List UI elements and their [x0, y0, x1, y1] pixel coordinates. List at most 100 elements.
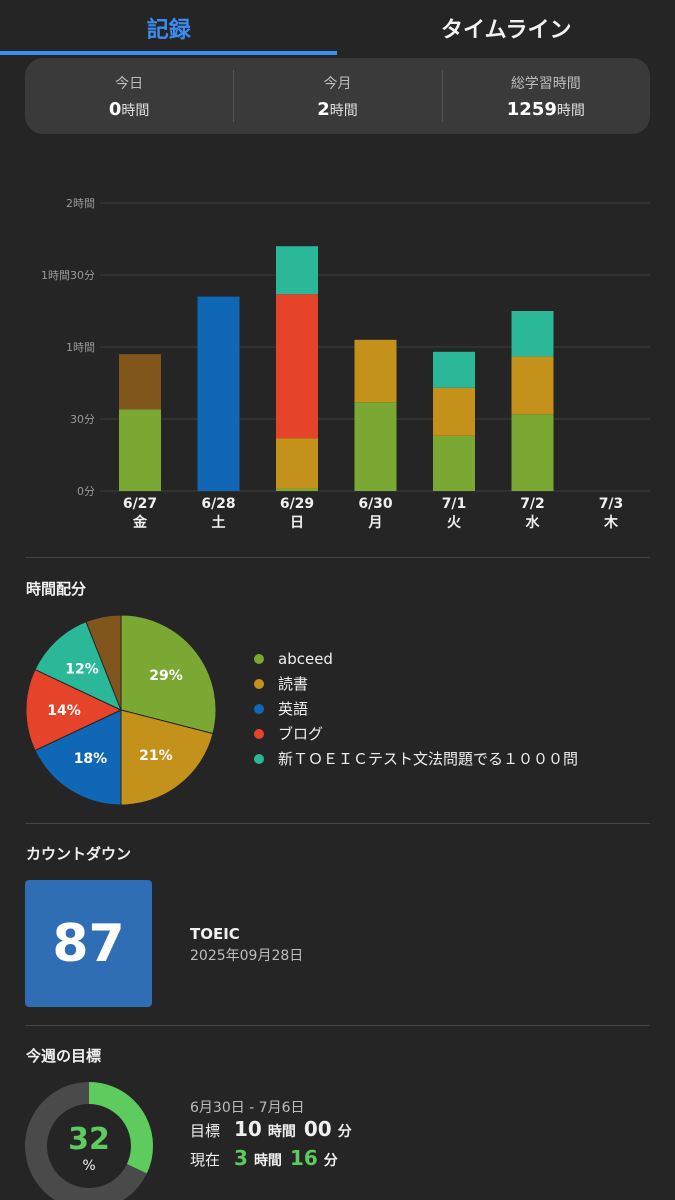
weekly-goal-progress-ring: 32 % [25, 1082, 153, 1200]
tab-records[interactable]: 記録 [146, 18, 191, 43]
current-minutes: 16 [289, 1146, 318, 1170]
bar-segment[interactable] [354, 402, 397, 491]
x-tick-weekday: 日 [290, 515, 304, 531]
target-minutes: 00 [303, 1117, 332, 1141]
legend-dot-icon [254, 753, 264, 764]
x-tick-weekday: 水 [526, 514, 541, 531]
pie-slice[interactable] [85, 614, 122, 711]
countdown-title: カウントダウン [26, 845, 132, 863]
y-tick-label: 30分 [70, 413, 95, 426]
legend-item: abceed [254, 646, 578, 671]
tab-bar: 記録 タイムライン [0, 0, 675, 56]
x-tick-weekday: 土 [212, 514, 226, 531]
pie-slice-label: 14% [47, 703, 81, 719]
x-tick-date: 7/1 [442, 496, 467, 512]
pie-slice[interactable] [34, 621, 122, 711]
target-hours-unit: 時間 [267, 1124, 296, 1140]
summary-total-value: 1259時間 [506, 98, 585, 120]
target-minutes-unit: 分 [337, 1124, 352, 1140]
tab-timeline[interactable]: タイムライン [441, 18, 572, 43]
countdown-event-name: TOEIC [190, 925, 240, 943]
summary-month-label: 今月 [323, 75, 352, 92]
x-tick-weekday: 金 [132, 514, 148, 531]
summary-total-label: 総学習時間 [510, 75, 581, 92]
x-tick-date: 7/2 [520, 496, 545, 512]
bar-segment[interactable] [354, 339, 397, 403]
summary-today-label: 今日 [115, 75, 144, 92]
legend-label: ブログ [278, 725, 324, 743]
legend-item: 読書 [254, 671, 578, 696]
bar-segment[interactable] [511, 356, 554, 415]
pie-slice[interactable] [120, 709, 214, 806]
pie-slice-label: 18% [74, 751, 108, 767]
bar-segment[interactable] [433, 435, 475, 491]
legend-label: abceed [278, 649, 333, 668]
section-divider [25, 557, 650, 558]
pie-slice[interactable] [120, 614, 217, 735]
pie-slice-label: 29% [149, 668, 183, 684]
pie-slice[interactable] [25, 668, 123, 752]
legend-dot-icon [254, 678, 264, 689]
bar-segment[interactable] [119, 409, 161, 491]
weekly-goal-title: 今週の目標 [26, 1047, 102, 1065]
bar-segment[interactable] [276, 438, 318, 489]
weekly-goal-ring-svg [25, 1082, 153, 1200]
section-divider [25, 1025, 650, 1026]
distribution-pie-svg: 29% 21% 18% 14% 12% [25, 614, 217, 806]
pie-slice-label: 21% [139, 748, 173, 764]
weekly-goal-percent: 32 [68, 1122, 110, 1157]
summary-today: 今日 0時間 [25, 58, 233, 134]
bar-segment[interactable] [433, 387, 475, 436]
bar-segment[interactable] [511, 414, 554, 491]
target-label: 目標 [190, 1122, 221, 1140]
distribution-title: 時間配分 [26, 580, 87, 598]
distribution-pie: 29% 21% 18% 14% 12% [25, 614, 217, 806]
legend-item: ブログ [254, 721, 578, 746]
summary-today-value: 0時間 [108, 98, 150, 120]
legend-label: 新ＴＯＥＩＣテスト文法問題でる１０００問 [278, 750, 579, 768]
legend-item: 英語 [254, 696, 578, 721]
weekly-goal-current: 現在 3 時間 16 分 [190, 1146, 346, 1170]
current-label: 現在 [190, 1151, 221, 1169]
pie-slice[interactable] [34, 709, 122, 806]
weekly-goal-target: 目標 10 時間 00 分 [190, 1117, 360, 1141]
x-tick-date: 6/28 [201, 496, 235, 512]
daily-study-chart: 0分 30分 1時間 1時間30分 2時間 6/27 金 6/28 土 6/29 日 6/30 月 7/1… [0, 180, 675, 540]
distribution-legend: abceed 読書英語ブログ新ＴＯＥＩＣテスト文法問題でる１０００問 [254, 646, 578, 771]
x-tick-date: 6/29 [280, 496, 314, 512]
x-tick-weekday: 火 [447, 515, 462, 531]
bar-segment[interactable] [433, 351, 475, 388]
legend-dot-icon [254, 703, 264, 714]
legend-dot-icon [254, 653, 264, 664]
bar-segment[interactable] [276, 246, 318, 295]
summary-card: 今日 0時間 今月 2時間 総学習時間 1259時間 [25, 58, 650, 134]
section-divider [25, 823, 650, 824]
y-tick-label: 1時間 [66, 341, 95, 354]
y-tick-label: 0分 [77, 485, 95, 498]
legend-label: 読書 [278, 675, 309, 693]
x-tick-date: 6/27 [123, 496, 157, 512]
y-tick-label: 2時間 [66, 197, 95, 210]
bar-segment[interactable] [511, 311, 554, 357]
active-tab-indicator [0, 51, 337, 55]
summary-month: 今月 2時間 [233, 58, 441, 134]
y-tick-label: 1時間30分 [41, 269, 95, 282]
countdown-event-date: 2025年09月28日 [190, 948, 304, 964]
weekly-goal-range: 6月30日 - 7月6日 [190, 1100, 305, 1116]
countdown-days-tile[interactable]: 87 [25, 880, 152, 1007]
legend-label: 英語 [278, 700, 309, 718]
bar-segment[interactable] [276, 488, 318, 491]
current-hours: 3 [234, 1146, 248, 1170]
bar-segment[interactable] [119, 354, 161, 410]
target-hours: 10 [234, 1117, 262, 1141]
legend-dot-icon [254, 728, 264, 739]
bar-segment[interactable] [197, 296, 240, 491]
ring-progress [25, 1082, 153, 1200]
x-tick-weekday: 木 [603, 514, 619, 531]
x-tick-weekday: 月 [368, 515, 383, 531]
summary-total: 総学習時間 1259時間 [441, 58, 650, 134]
x-tick-date: 7/3 [599, 496, 624, 512]
summary-month-value: 2時間 [317, 98, 358, 120]
weekly-goal-percent-sign: % [82, 1158, 96, 1174]
bar-segment[interactable] [276, 294, 318, 439]
